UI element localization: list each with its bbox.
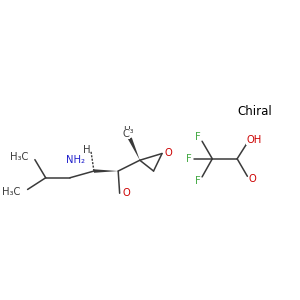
Polygon shape — [128, 137, 140, 160]
Text: F: F — [195, 132, 201, 142]
Text: H₃C: H₃C — [10, 152, 28, 162]
Text: H₃: H₃ — [123, 126, 134, 135]
Text: H: H — [82, 145, 90, 155]
Text: O: O — [249, 174, 256, 184]
Text: H₃C: H₃C — [2, 188, 20, 197]
Text: Chiral: Chiral — [237, 106, 272, 118]
Text: F: F — [186, 154, 192, 164]
Text: F: F — [195, 176, 201, 186]
Text: C: C — [123, 129, 130, 139]
Text: O: O — [122, 188, 130, 198]
Text: NH₂: NH₂ — [66, 155, 85, 165]
Text: O: O — [164, 148, 172, 158]
Text: OH: OH — [246, 135, 261, 146]
Polygon shape — [94, 169, 118, 173]
